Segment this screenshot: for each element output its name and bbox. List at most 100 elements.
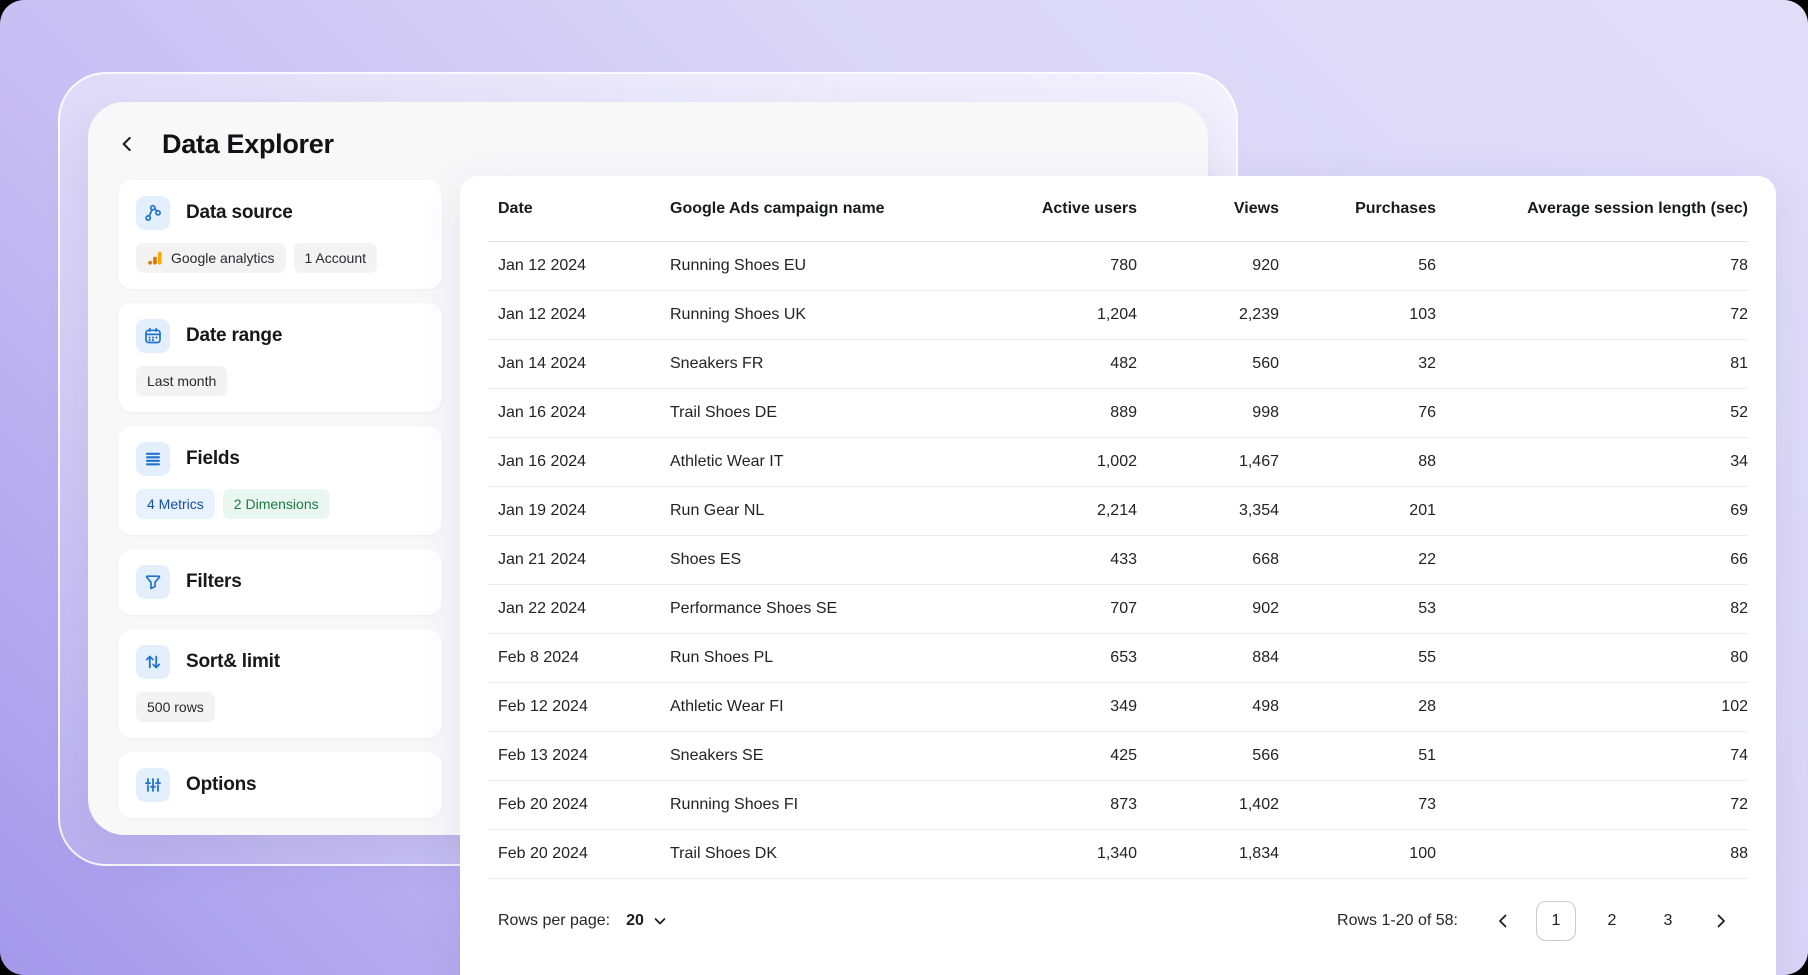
table-cell: Feb 20 2024 [488,829,660,879]
filter-icon [136,565,170,599]
table-cell: Feb 13 2024 [488,731,660,781]
column-header[interactable]: Views [1137,176,1279,242]
table-cell: Feb 8 2024 [488,633,660,683]
data-table-card: Date Google Ads campaign name Active users… [460,176,1776,975]
data-table: Date Google Ads campaign name Active users… [488,176,1748,879]
column-header[interactable]: Purchases [1279,176,1436,242]
table-cell: Running Shoes UK [660,290,970,340]
sidebar-section-fields[interactable]: Fields 4 Metrics 2 Dimensions [118,426,442,535]
table-cell: 1,204 [970,290,1137,340]
chevron-right-icon [1711,911,1731,931]
sidebar-section-title: Filters [186,571,242,592]
sidebar-section-date-range[interactable]: Date range Last month [118,303,442,412]
table-cell: Run Gear NL [660,486,970,536]
table-cell: Athletic Wear FI [660,682,970,732]
table-cell: Jan 16 2024 [488,388,660,438]
table-cell: 66 [1436,535,1748,585]
chip: Last month [136,366,228,396]
chip-label: Last month [147,373,217,389]
table-row: Feb 13 2024 Sneakers SE 425 566 51 74 [488,731,1748,781]
table-cell: Jan 12 2024 [488,241,660,291]
sidebar-section-title: Options [186,774,257,795]
table-cell: Jan 12 2024 [488,290,660,340]
column-header[interactable]: Average session length (sec) [1436,176,1748,242]
table-cell: 560 [1137,339,1279,389]
table-cell: 653 [970,633,1137,683]
table-cell: 201 [1279,486,1436,536]
table-row: Feb 8 2024 Run Shoes PL 653 884 55 80 [488,633,1748,683]
sidebar-section-options[interactable]: Options [118,752,442,818]
branch-icon [136,196,170,230]
chevron-down-icon [652,913,668,929]
table-cell: 88 [1436,829,1748,879]
table-cell: 22 [1279,535,1436,585]
page-1-button[interactable]: 1 [1536,901,1576,941]
page-title: Data Explorer [162,128,334,159]
chip-row: 4 Metrics 2 Dimensions [136,489,424,519]
table-cell: 80 [1436,633,1748,683]
table-cell: 433 [970,535,1137,585]
sidebar-section-title: Sort& limit [186,651,280,672]
table-cell: 69 [1436,486,1748,536]
table-row: Jan 12 2024 Running Shoes UK 1,204 2,239 103… [488,290,1748,340]
table-cell: 78 [1436,241,1748,291]
table-cell: 707 [970,584,1137,634]
chip: 1 Account [293,243,378,273]
table-row: Jan 19 2024 Run Gear NL 2,214 3,354 201 69 [488,486,1748,536]
table-cell: 920 [1137,241,1279,291]
sidebar-section-data-source[interactable]: Data source Google analytics 1 Account [118,180,442,289]
table-cell: 425 [970,731,1137,781]
next-page-button[interactable] [1704,901,1738,941]
table-cell: Running Shoes EU [660,241,970,291]
table-cell: Shoes ES [660,535,970,585]
calendar-icon [136,319,170,353]
rows-per-page: Rows per page: 20 [498,912,668,930]
chip: Google analytics [136,243,286,273]
table-cell: 73 [1279,780,1436,830]
back-button[interactable] [116,133,138,155]
table-cell: 884 [1137,633,1279,683]
column-header[interactable]: Google Ads campaign name [660,176,970,242]
chevron-left-icon [1493,911,1513,931]
rows-per-page-label: Rows per page: [498,912,611,929]
table-cell: 52 [1436,388,1748,438]
chevron-left-icon [116,133,138,155]
table-cell: 998 [1137,388,1279,438]
page-3-button[interactable]: 3 [1648,901,1688,941]
table-cell: Feb 12 2024 [488,682,660,732]
sidebar-section-sort-limit[interactable]: Sort& limit 500 rows [118,629,442,738]
table-cell: Running Shoes FI [660,780,970,830]
page-2-button[interactable]: 2 [1592,901,1632,941]
table-cell: 482 [970,339,1137,389]
table-cell: 88 [1279,437,1436,487]
sidebar-section-title: Data source [186,202,293,223]
sidebar-section-title: Fields [186,448,240,469]
table-row: Feb 20 2024 Running Shoes FI 873 1,402 73 72 [488,780,1748,830]
table-header-row: Date Google Ads campaign name Active users… [488,176,1748,242]
sidebar-section-filters[interactable]: Filters [118,549,442,615]
sliders-icon [136,768,170,802]
table-cell: Performance Shoes SE [660,584,970,634]
rows-per-page-select[interactable]: 20 [626,912,668,930]
google-analytics-icon [147,250,163,266]
table-cell: 1,834 [1137,829,1279,879]
table-cell: 889 [970,388,1137,438]
table-cell: Jan 22 2024 [488,584,660,634]
table-cell: Feb 20 2024 [488,780,660,830]
table-row: Jan 16 2024 Trail Shoes DE 889 998 76 52 [488,388,1748,438]
previous-page-button[interactable] [1486,901,1520,941]
table-cell: 780 [970,241,1137,291]
chip-label: 500 rows [147,699,204,715]
table-cell: 1,467 [1137,437,1279,487]
table-cell: 668 [1137,535,1279,585]
column-header[interactable]: Active users [970,176,1137,242]
table-row: Jan 21 2024 Shoes ES 433 668 22 66 [488,535,1748,585]
sidebar-section-title: Date range [186,325,283,346]
table-row: Jan 16 2024 Athletic Wear IT 1,002 1,467 88 3… [488,437,1748,487]
table-row: Jan 12 2024 Running Shoes EU 780 920 56 78 [488,241,1748,291]
sidebar: Data source Google analytics 1 Account Date… [118,180,442,818]
table-cell: 102 [1436,682,1748,732]
table-row: Jan 14 2024 Sneakers FR 482 560 32 81 [488,339,1748,389]
column-header[interactable]: Date [488,176,660,242]
